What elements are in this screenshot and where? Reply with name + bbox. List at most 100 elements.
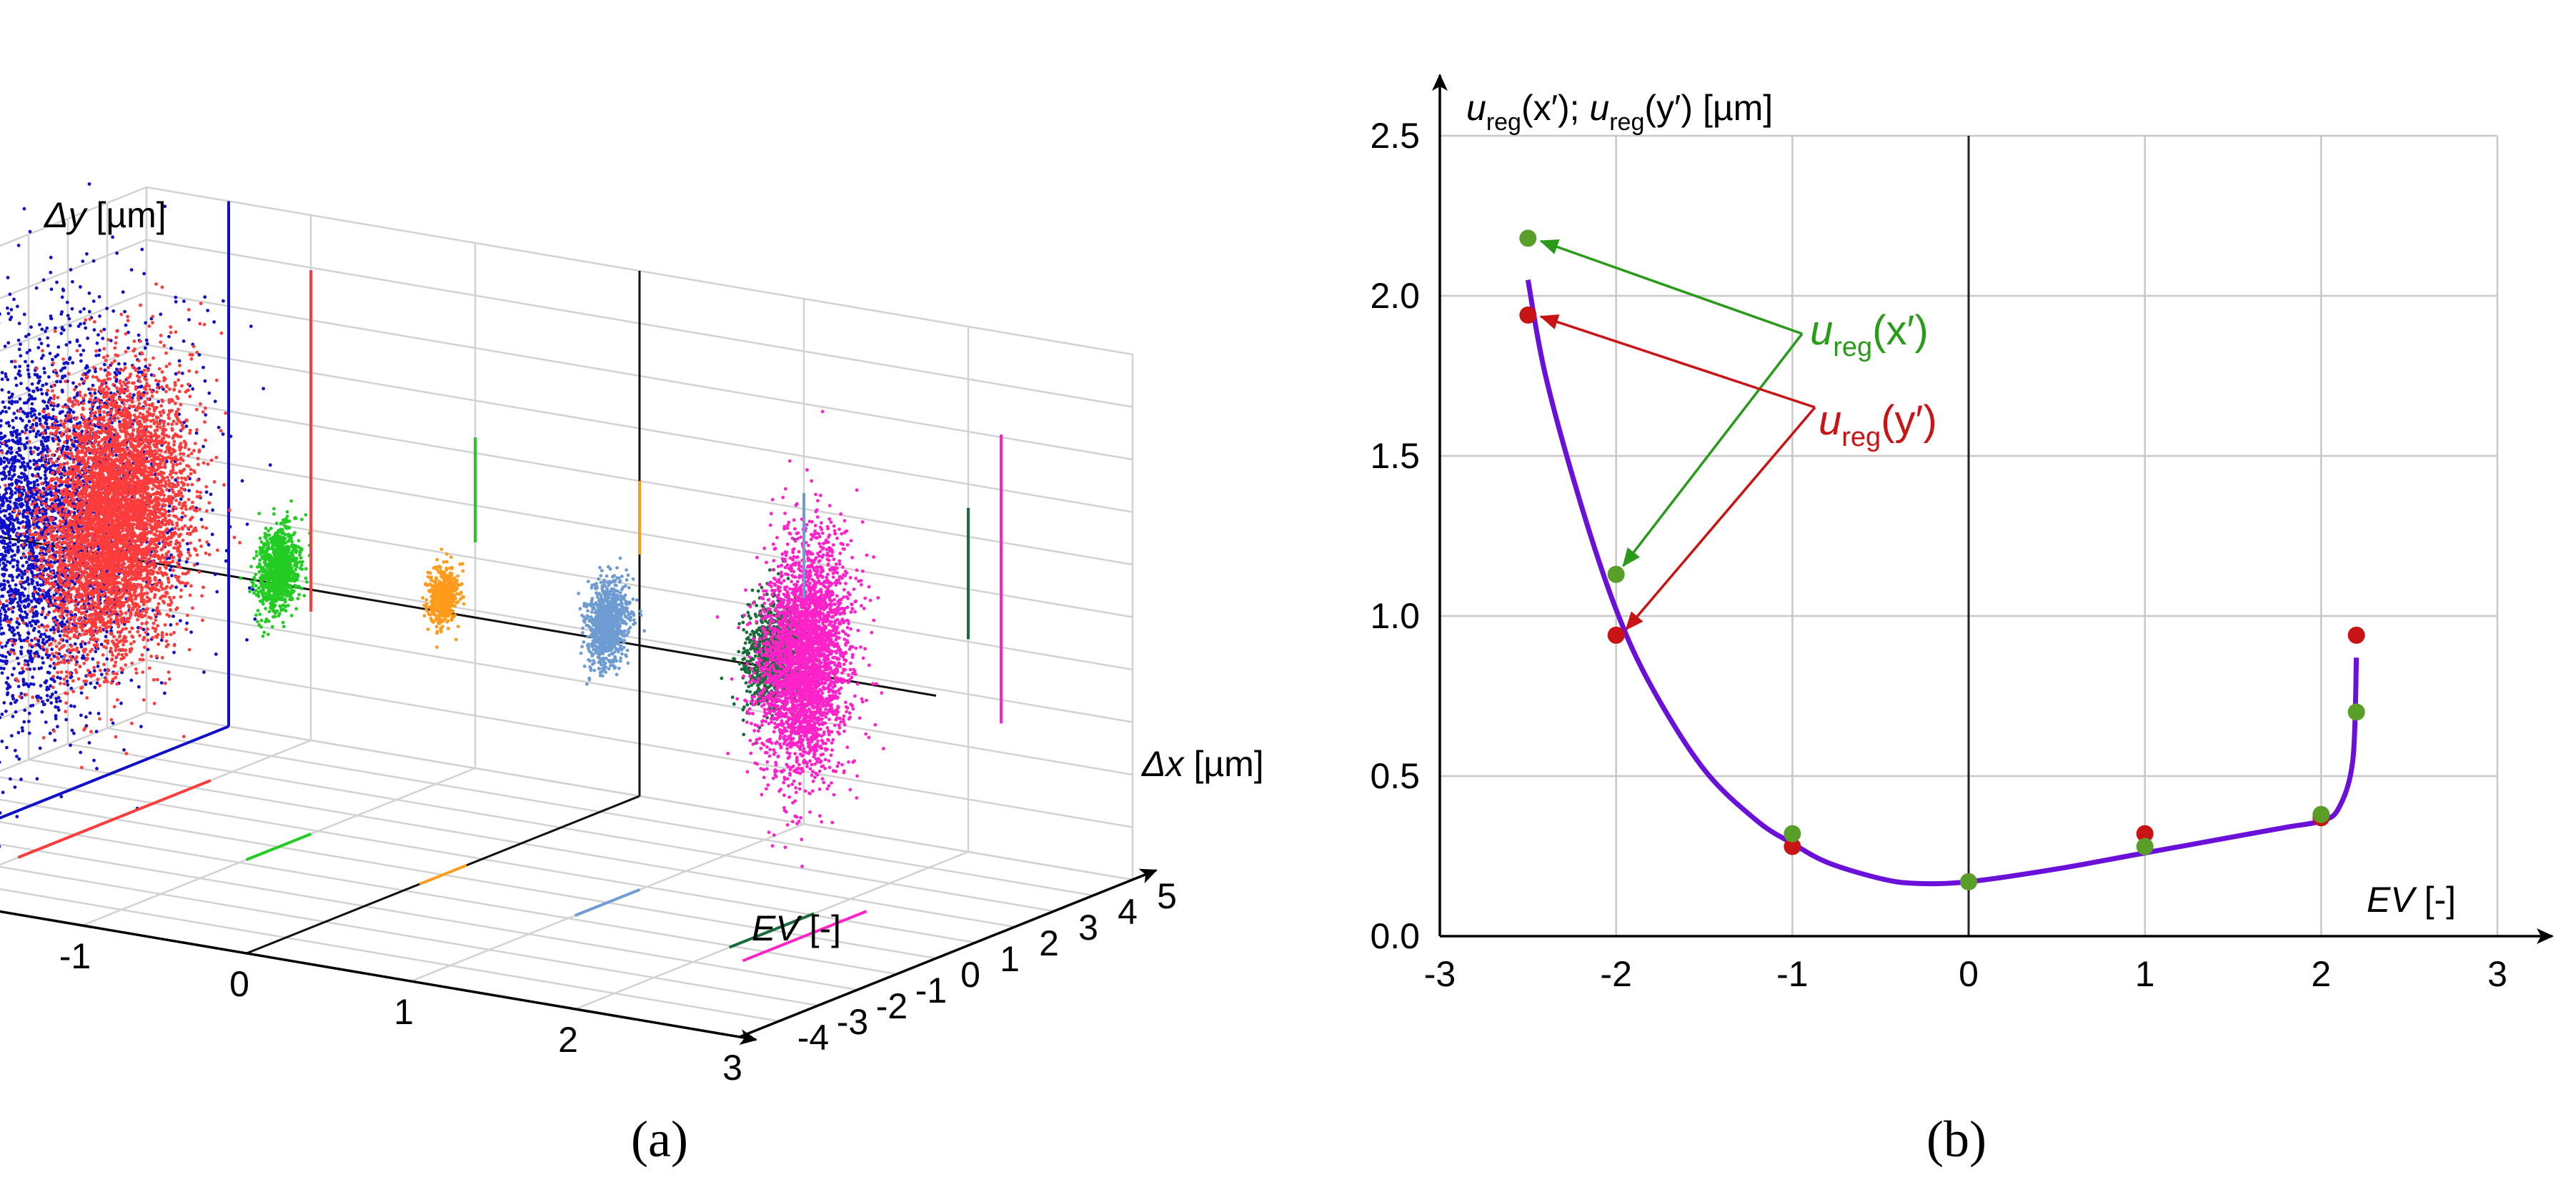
dx-tick-label: -1 [915, 970, 947, 1010]
ylabel-sub1: reg [1486, 109, 1521, 136]
annotation-ureg-x-sub: reg [1833, 332, 1872, 362]
scatter-points-magenta [715, 409, 885, 868]
data-point-green_marker [1960, 873, 1977, 890]
dx-tick-label: 2 [1039, 923, 1059, 963]
ev-axis-unit-3d: [-] [800, 908, 841, 948]
ev-axis-label-3d: EV [-] [752, 908, 841, 948]
dx-tick-label: 5 [1157, 876, 1177, 916]
annotation-ureg-x: ureg(x′) [1810, 307, 1929, 362]
panel-b-line-chart: -3 -2 -1 0 1 2 30.00.51.01.52.02.5 ureg(x′); u… [1370, 74, 2554, 994]
data-point-red_marker [1519, 306, 1537, 324]
x-tick-label: 0 [1959, 954, 1979, 994]
y-tick-label: 1.5 [1370, 436, 1420, 476]
dx-axis-line [739, 868, 1158, 1038]
x-tick-label: -1 [1776, 954, 1808, 994]
annotation-ureg-x-tail: (x′) [1872, 307, 1929, 354]
annotation-ureg-y: ureg(y′) [1819, 397, 1937, 452]
panel-b-label: (b) [1926, 1111, 1986, 1168]
dx-axis-unit: [µm] [1184, 744, 1264, 784]
scatter-points-red [0, 282, 242, 770]
side-wall-grid-dy [0, 239, 147, 299]
y-tick-label: 0.5 [1370, 756, 1420, 796]
side-wall-grid-dy [0, 659, 147, 720]
scatter-points-green [239, 499, 312, 638]
dx-axis-var: Δx [1141, 744, 1185, 784]
xlabel-var: EV [2367, 880, 2417, 920]
y-tick-label: 1.0 [1370, 596, 1420, 636]
ev-tick-label: 1 [394, 992, 414, 1032]
side-wall-grid-dy [0, 291, 147, 352]
data-point-red_marker [2347, 626, 2365, 644]
annotation-ureg-y-sub: reg [1841, 422, 1881, 452]
y-tick-label: 2.0 [1370, 276, 1420, 316]
panel-b-axes [1432, 74, 2554, 944]
data-point-green_marker [2312, 805, 2330, 823]
panel-b-fit-curve [1525, 279, 2359, 887]
cloud-magenta [715, 409, 885, 868]
floor-projection-magenta [742, 910, 867, 963]
dx-tick-label: -4 [797, 1018, 829, 1058]
fit-curve-line [1525, 279, 2359, 887]
x-tick-label: 1 [2135, 954, 2155, 994]
data-point-green_marker [2347, 703, 2365, 721]
floor-projection-darkgreen [729, 912, 815, 949]
x-tick-label: -2 [1600, 954, 1631, 994]
dy-axis-label: Δy [µm] [44, 195, 166, 235]
ev-axis-line [0, 910, 757, 1046]
floor-grid-dx [0, 888, 780, 1023]
panel-b-x-axis-label: EV [-] [2367, 880, 2456, 920]
ylabel-u1: u [1466, 88, 1486, 128]
annotation-ureg-y-u: u [1819, 397, 1841, 444]
panel-a-3d-scatter: -5-4-3-2-1012345-3-2-10123-4-3-2-1012345… [0, 182, 1264, 1088]
side-wall-grid-dy [0, 711, 147, 773]
x-tick-label: 3 [2487, 954, 2507, 994]
panel-b-annotation-arrows [1539, 239, 1816, 631]
floor-projection-green [245, 832, 312, 862]
ev-tick-label: 0 [229, 964, 249, 1004]
panel-b-grid [1440, 134, 2499, 936]
annotation-ureg-y-tail: (y′) [1881, 397, 1937, 444]
panel-a-front-axis-lines [0, 868, 1158, 1046]
ylabel-mid2: (y′) [µm] [1644, 88, 1773, 128]
dy-axis-unit: [µm] [86, 195, 166, 235]
panel-b-data-points [1519, 229, 2365, 890]
arrow-red-top [1539, 314, 1816, 409]
arrow-green-top [1539, 239, 1803, 335]
panel-a-point-clouds [0, 182, 885, 868]
x-tick-label: 2 [2311, 954, 2331, 994]
data-point-green_marker [2136, 838, 2154, 855]
cloud-orange [421, 547, 466, 649]
y-tick-label: 2.5 [1370, 116, 1420, 156]
scatter-points-lightblue [577, 556, 647, 686]
ylabel-u2: u [1589, 88, 1609, 128]
dx-tick-label: 0 [960, 955, 980, 995]
dx-tick-label: 4 [1118, 892, 1138, 932]
floor-projection-red [17, 779, 212, 859]
panel-a-grid [0, 186, 1134, 1038]
cloud-lightblue [577, 556, 647, 686]
ylabel-mid1: (x′); [1521, 88, 1589, 128]
data-point-green_marker [1519, 229, 1537, 247]
data-point-red_marker [2136, 825, 2154, 843]
panel-a-label: (a) [631, 1111, 688, 1168]
dy-axis-var: Δy [44, 195, 89, 235]
dx-tick-label: 3 [1078, 908, 1098, 948]
panel-a-projection-lines [17, 270, 1003, 963]
annotation-ureg-x-u: u [1810, 307, 1833, 354]
dx-tick-label: -3 [837, 1002, 868, 1042]
scatter-points-orange [421, 547, 466, 649]
arrow-red-bottom [1625, 406, 1816, 631]
data-point-green_marker [1607, 565, 1625, 583]
cloud-green [239, 499, 312, 638]
xlabel-unit: [-] [2415, 880, 2456, 920]
x-tick-label: -3 [1424, 954, 1456, 994]
ev-tick-label: 3 [722, 1048, 742, 1088]
floor-projection-lightblue [574, 888, 641, 918]
ev-tick-label: 2 [558, 1020, 578, 1060]
dx-axis-label: Δx [µm] [1141, 744, 1264, 784]
side-wall-grid-dy [0, 554, 147, 615]
panel-b-y-axis-label: ureg(x′); ureg(y′) [µm] [1466, 88, 1773, 136]
dx-tick-label: 1 [1000, 939, 1020, 979]
